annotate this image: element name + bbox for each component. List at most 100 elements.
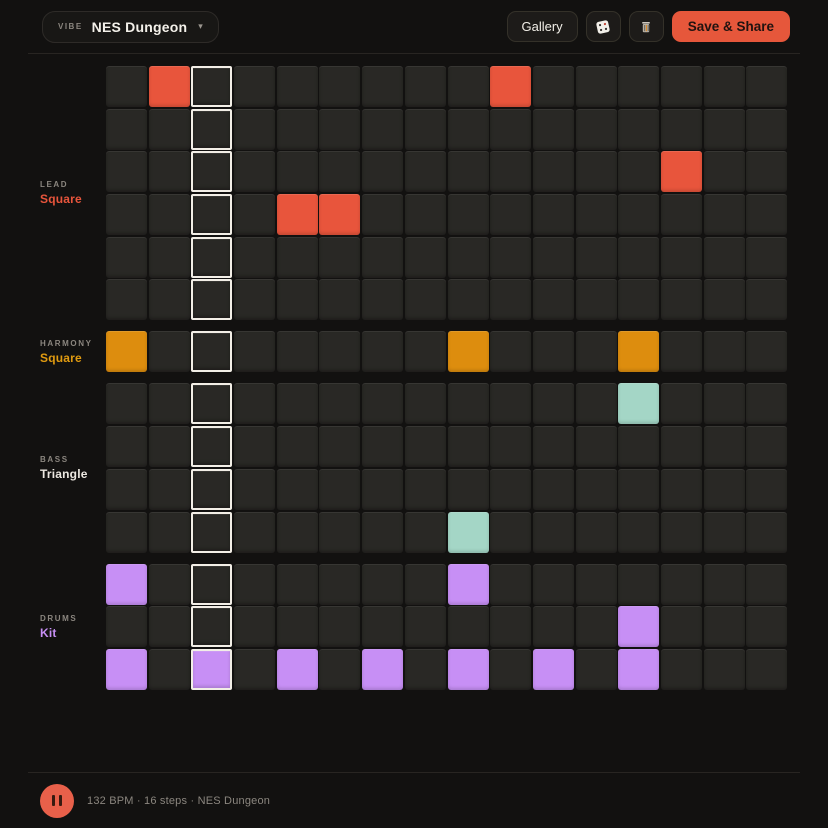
step-cell[interactable] <box>362 468 404 510</box>
step-cell[interactable] <box>532 236 574 278</box>
step-cell[interactable] <box>191 468 233 510</box>
step-cell[interactable] <box>148 563 190 605</box>
step-cell[interactable] <box>532 66 574 107</box>
step-cell[interactable] <box>234 236 276 278</box>
step-cell[interactable] <box>191 563 233 605</box>
step-cell[interactable] <box>234 563 276 605</box>
step-cell[interactable] <box>404 194 446 236</box>
step-cell[interactable] <box>191 236 233 278</box>
step-cell[interactable] <box>234 194 276 236</box>
step-cell[interactable] <box>746 279 788 321</box>
step-cell[interactable] <box>106 383 147 425</box>
step-cell[interactable] <box>660 66 702 107</box>
step-cell[interactable] <box>746 563 788 605</box>
step-cell[interactable] <box>319 648 361 690</box>
step-cell[interactable] <box>319 468 361 510</box>
step-cell[interactable] <box>404 151 446 193</box>
step-cell[interactable] <box>362 66 404 107</box>
step-cell[interactable] <box>447 108 489 150</box>
step-cell[interactable] <box>276 151 318 193</box>
step-cell[interactable] <box>618 151 660 193</box>
step-cell[interactable] <box>234 331 276 373</box>
step-cell[interactable] <box>703 468 745 510</box>
step-cell[interactable] <box>532 511 574 553</box>
step-cell[interactable] <box>703 563 745 605</box>
step-cell[interactable] <box>532 194 574 236</box>
step-cell[interactable] <box>234 648 276 690</box>
step-cell[interactable] <box>746 236 788 278</box>
step-cell[interactable] <box>532 468 574 510</box>
step-cell[interactable] <box>447 279 489 321</box>
step-cell[interactable] <box>362 236 404 278</box>
step-cell[interactable] <box>106 606 147 648</box>
step-cell[interactable] <box>746 108 788 150</box>
step-cell[interactable] <box>447 66 489 107</box>
step-cell[interactable] <box>618 606 660 648</box>
step-cell[interactable] <box>276 66 318 107</box>
step-cell[interactable] <box>404 468 446 510</box>
step-cell[interactable] <box>746 331 788 373</box>
step-cell[interactable] <box>234 279 276 321</box>
step-cell[interactable] <box>319 511 361 553</box>
step-cell[interactable] <box>106 108 147 150</box>
step-cell[interactable] <box>660 279 702 321</box>
step-cell[interactable] <box>490 563 532 605</box>
step-cell[interactable] <box>276 383 318 425</box>
step-cell[interactable] <box>106 648 147 690</box>
step-cell[interactable] <box>660 468 702 510</box>
step-cell[interactable] <box>703 648 745 690</box>
step-cell[interactable] <box>532 563 574 605</box>
step-cell[interactable] <box>191 279 233 321</box>
pause-button[interactable] <box>40 783 74 818</box>
step-cell[interactable] <box>404 606 446 648</box>
step-cell[interactable] <box>618 563 660 605</box>
step-cell[interactable] <box>490 108 532 150</box>
step-cell[interactable] <box>191 151 233 193</box>
step-cell[interactable] <box>319 151 361 193</box>
step-cell[interactable] <box>362 279 404 321</box>
step-cell[interactable] <box>532 606 574 648</box>
step-cell[interactable] <box>191 108 233 150</box>
step-cell[interactable] <box>490 426 532 468</box>
step-cell[interactable] <box>362 511 404 553</box>
step-cell[interactable] <box>191 66 233 107</box>
step-cell[interactable] <box>575 468 617 510</box>
step-cell[interactable] <box>319 236 361 278</box>
step-cell[interactable] <box>106 331 147 373</box>
step-cell[interactable] <box>660 151 702 193</box>
step-cell[interactable] <box>404 279 446 321</box>
step-cell[interactable] <box>490 606 532 648</box>
step-cell[interactable] <box>319 279 361 321</box>
step-cell[interactable] <box>362 426 404 468</box>
step-cell[interactable] <box>148 383 190 425</box>
step-cell[interactable] <box>746 468 788 510</box>
step-cell[interactable] <box>148 108 190 150</box>
step-cell[interactable] <box>447 236 489 278</box>
step-cell[interactable] <box>660 511 702 553</box>
step-cell[interactable] <box>191 511 233 553</box>
step-cell[interactable] <box>319 331 361 373</box>
step-cell[interactable] <box>276 606 318 648</box>
step-cell[interactable] <box>319 194 361 236</box>
step-cell[interactable] <box>319 383 361 425</box>
step-cell[interactable] <box>319 426 361 468</box>
step-cell[interactable] <box>191 331 233 373</box>
step-cell[interactable] <box>106 563 147 605</box>
step-cell[interactable] <box>234 151 276 193</box>
step-cell[interactable] <box>575 66 617 107</box>
step-cell[interactable] <box>447 426 489 468</box>
step-cell[interactable] <box>746 648 788 690</box>
step-cell[interactable] <box>660 236 702 278</box>
step-cell[interactable] <box>447 151 489 193</box>
step-cell[interactable] <box>404 648 446 690</box>
step-cell[interactable] <box>618 194 660 236</box>
step-cell[interactable] <box>106 66 147 107</box>
step-cell[interactable] <box>618 468 660 510</box>
step-cell[interactable] <box>148 279 190 321</box>
randomize-button[interactable] <box>585 11 621 42</box>
step-cell[interactable] <box>660 108 702 150</box>
step-cell[interactable] <box>703 426 745 468</box>
step-cell[interactable] <box>148 468 190 510</box>
step-cell[interactable] <box>148 194 190 236</box>
step-cell[interactable] <box>490 66 532 107</box>
